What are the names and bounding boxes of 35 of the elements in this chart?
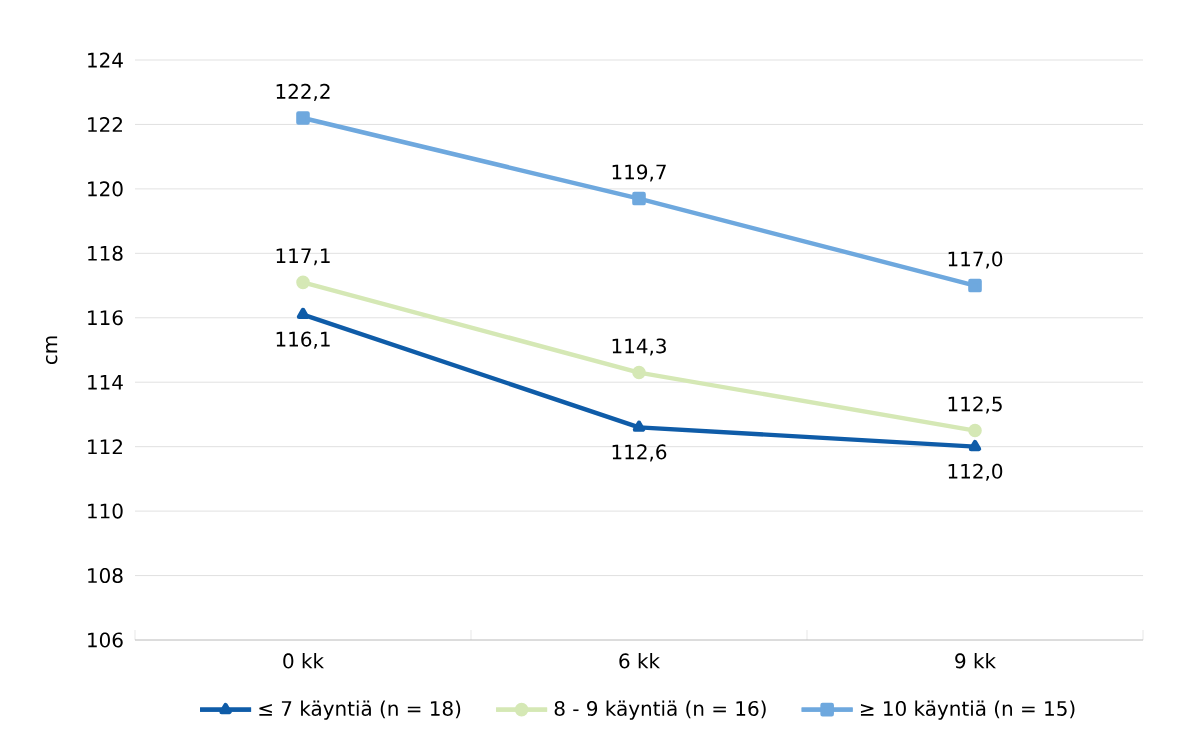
point — [632, 365, 646, 380]
legend-label: 8 - 9 käyntiä (n = 16) — [554, 700, 766, 720]
x-tick-label: 6 kk — [619, 653, 660, 669]
point — [968, 278, 982, 293]
point — [632, 420, 646, 432]
x-tick-label: 0 kk — [283, 653, 324, 669]
y-tick-label: 114 — [88, 374, 123, 390]
y-tick-label: 110 — [88, 503, 123, 519]
point — [296, 307, 310, 320]
legend-label: ≥ 10 käyntiä (n = 15) — [860, 700, 1075, 720]
y-tick-label: 124 — [88, 52, 123, 68]
y-tick-label: 118 — [88, 245, 123, 261]
data-label: 112,6 — [612, 444, 667, 462]
point — [968, 439, 982, 452]
y-tick-label: 116 — [88, 310, 123, 326]
data-label: 117,1 — [276, 248, 330, 266]
data-label: 119,7 — [612, 164, 666, 182]
data-label: 122,2 — [276, 83, 330, 101]
point — [968, 423, 982, 438]
data-label: 117,0 — [948, 251, 1003, 269]
x-tick-label: 9 kk — [955, 653, 996, 669]
data-label: 112,5 — [948, 396, 1002, 414]
y-axis-title: cm — [45, 336, 58, 365]
y-tick-label: 106 — [88, 632, 123, 648]
legend-label: ≤ 7 käyntiä (n = 18) — [259, 700, 461, 720]
y-tick-label: 108 — [88, 568, 123, 584]
y-tick-label: 120 — [88, 181, 123, 197]
y-tick-label: 122 — [88, 117, 122, 132]
y-tick-label: 112 — [88, 439, 122, 455]
data-label: 114,3 — [612, 338, 666, 356]
point — [296, 111, 310, 125]
point — [296, 275, 310, 290]
data-label: 112,0 — [948, 463, 1003, 481]
point — [632, 191, 646, 206]
data-label: 116,1 — [276, 331, 330, 349]
